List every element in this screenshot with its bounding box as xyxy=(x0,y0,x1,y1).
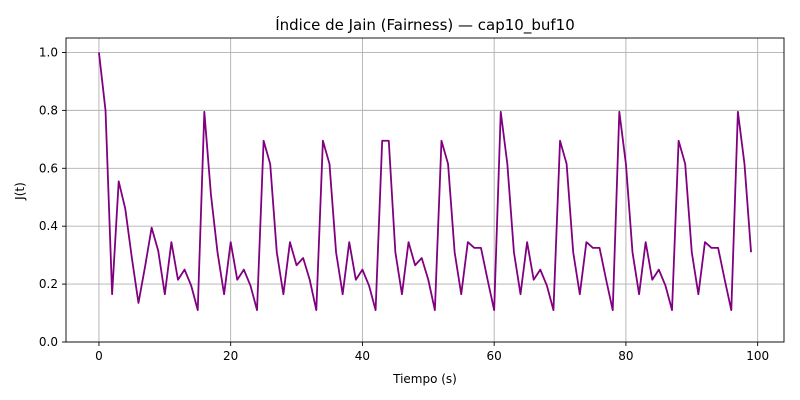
y-tick-label: 0.8 xyxy=(39,103,58,117)
x-tick-label: 60 xyxy=(487,349,502,363)
x-tick-label: 80 xyxy=(618,349,633,363)
y-tick-label: 0.6 xyxy=(39,161,58,175)
chart-title: Índice de Jain (Fairness) — cap10_buf10 xyxy=(275,15,575,35)
x-tick-label: 40 xyxy=(355,349,370,363)
y-axis-label: J(t) xyxy=(13,182,27,201)
y-tick-label: 0.4 xyxy=(39,219,58,233)
y-tick-label: 0.0 xyxy=(39,335,58,349)
x-axis: 0 20 40 60 80 100 xyxy=(95,342,769,363)
x-axis-label: Tiempo (s) xyxy=(392,372,457,386)
x-tick-label: 100 xyxy=(746,349,769,363)
x-tick-label: 0 xyxy=(95,349,103,363)
series-line xyxy=(98,52,752,312)
x-tick-label: 20 xyxy=(223,349,238,363)
series-group xyxy=(98,52,752,312)
y-tick-label: 1.0 xyxy=(39,45,58,59)
y-axis: 0.0 0.2 0.4 0.6 0.8 1.0 xyxy=(39,45,66,349)
plot-frame xyxy=(65,37,785,343)
y-tick-label: 0.2 xyxy=(39,277,58,291)
